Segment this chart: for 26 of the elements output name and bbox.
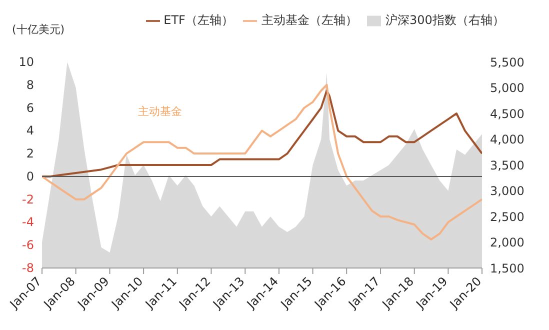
- legend-label: 沪深300指数（右轴）: [385, 13, 504, 27]
- y2-tick-label: 2,500: [490, 210, 524, 224]
- y2-tick-label: 2,000: [490, 236, 524, 250]
- y-tick-label: -6: [22, 238, 34, 252]
- legend-label: 主动基金（左轴）: [261, 13, 358, 27]
- line-series: [42, 84, 482, 240]
- y2-tick-label: 3,500: [490, 158, 524, 172]
- y2-tick-label: 3,000: [490, 184, 524, 198]
- y-tick-label: 0: [26, 169, 34, 184]
- y2-tick-label: 4,500: [490, 106, 524, 121]
- y2-tick-label: 1,500: [490, 261, 524, 276]
- y-tick-label: 10: [18, 55, 34, 69]
- y-tick-label: 6: [26, 100, 34, 115]
- y-tick-label: -2: [22, 192, 34, 206]
- y2-tick-label: 4,000: [490, 132, 524, 147]
- line-series: [42, 90, 482, 178]
- annotation: 主动基金: [138, 104, 182, 119]
- y2-tick-label: 5,000: [490, 81, 524, 96]
- y-axis-title: (十亿美元): [12, 22, 65, 37]
- y-tick-label: 2: [26, 146, 34, 161]
- legend-label: ETF（左轴）: [164, 13, 234, 27]
- y-tick-label: 8: [26, 78, 34, 92]
- y2-tick-label: 5,500: [490, 55, 524, 70]
- y-tick-label: -4: [22, 215, 34, 230]
- y-tick-label: 4: [26, 124, 34, 138]
- y-tick-label: -8: [22, 261, 34, 275]
